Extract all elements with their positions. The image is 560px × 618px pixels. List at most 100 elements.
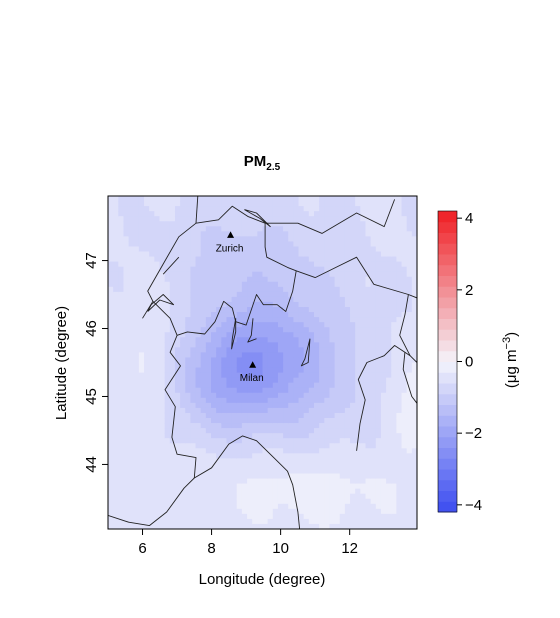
field-cell — [283, 397, 289, 404]
field-cell — [128, 261, 135, 268]
field-cell — [247, 412, 253, 419]
field-cell — [149, 291, 155, 298]
field-cell — [401, 377, 408, 384]
field-cell — [370, 312, 377, 318]
field-cell — [118, 518, 125, 525]
field-cell — [288, 433, 294, 439]
field-cell — [324, 332, 331, 338]
field-cell — [118, 201, 125, 207]
field-cell — [169, 382, 176, 389]
field-cell — [113, 307, 119, 313]
field-cell — [133, 448, 140, 454]
field-cell — [159, 236, 166, 243]
field-cell — [267, 291, 274, 298]
field-cell — [401, 256, 408, 263]
field-cell — [247, 513, 253, 520]
field-cell — [288, 463, 294, 470]
field-cell — [324, 352, 331, 359]
field-cell — [185, 201, 191, 207]
field-cell — [241, 428, 248, 434]
field-cell — [113, 518, 119, 525]
field-cell — [303, 211, 310, 217]
field-cell — [123, 478, 130, 485]
field-cell — [138, 503, 145, 510]
field-cell — [144, 206, 150, 212]
field-cell — [185, 402, 191, 409]
field-cell — [324, 382, 331, 389]
field-cell — [154, 478, 161, 485]
field-cell — [288, 281, 294, 288]
field-cell — [252, 473, 258, 480]
field-cell — [324, 337, 331, 343]
field-cell — [272, 357, 279, 364]
field-cell — [113, 342, 119, 348]
field-cell — [180, 392, 186, 399]
field-cell — [144, 332, 150, 338]
field-cell — [314, 362, 320, 369]
field-cell — [118, 246, 125, 253]
field-cell — [123, 392, 130, 399]
field-cell — [344, 246, 351, 253]
colorbar-band — [438, 415, 457, 427]
field-cell — [391, 508, 397, 515]
field-cell — [365, 488, 372, 495]
field-cell — [252, 387, 258, 394]
field-cell — [236, 266, 243, 273]
field-cell — [329, 377, 336, 384]
field-cell — [272, 276, 279, 283]
field-cell — [334, 458, 341, 465]
field-cell — [396, 261, 403, 268]
field-cell — [200, 221, 207, 227]
field-cell — [200, 498, 207, 505]
field-cell — [267, 387, 274, 394]
field-cell — [200, 412, 207, 419]
field-cell — [360, 256, 367, 263]
field-cell — [411, 221, 417, 227]
field-cell — [185, 478, 191, 485]
field-cell — [180, 291, 186, 298]
field-cell — [365, 291, 372, 298]
field-cell — [205, 418, 212, 424]
field-cell — [319, 266, 325, 273]
field-cell — [344, 276, 351, 283]
field-cell — [211, 196, 217, 202]
field-cell — [144, 448, 150, 454]
field-cell — [370, 352, 377, 359]
field-cell — [355, 322, 361, 328]
field-cell — [159, 231, 166, 237]
field-cell — [133, 342, 140, 348]
field-cell — [267, 478, 274, 485]
field-cell — [365, 347, 372, 354]
field-cell — [144, 236, 150, 243]
field-cell — [396, 397, 403, 404]
field-cell — [164, 508, 171, 515]
field-cell — [375, 276, 382, 283]
field-cell — [283, 443, 289, 449]
field-cell — [257, 256, 264, 263]
field-cell — [180, 206, 186, 212]
y-tick-label: 47 — [83, 252, 100, 269]
field-cell — [401, 387, 408, 394]
field-cell — [350, 266, 356, 273]
field-cell — [205, 498, 212, 505]
field-cell — [133, 493, 140, 500]
field-cell — [221, 438, 228, 444]
field-cell — [339, 347, 346, 354]
field-cell — [350, 488, 356, 495]
field-cell — [350, 206, 356, 212]
field-cell — [257, 443, 264, 449]
field-cell — [123, 433, 130, 439]
field-cell — [200, 301, 207, 308]
field-cell — [391, 438, 397, 444]
field-cell — [339, 312, 346, 318]
field-cell — [211, 468, 217, 475]
field-cell — [324, 301, 331, 308]
field-cell — [314, 241, 320, 248]
field-cell — [247, 206, 253, 212]
field-cell — [355, 317, 361, 323]
field-cell — [221, 347, 228, 354]
field-cell — [396, 453, 403, 459]
field-cell — [231, 503, 238, 510]
field-cell — [169, 453, 176, 459]
field-cell — [154, 312, 161, 318]
